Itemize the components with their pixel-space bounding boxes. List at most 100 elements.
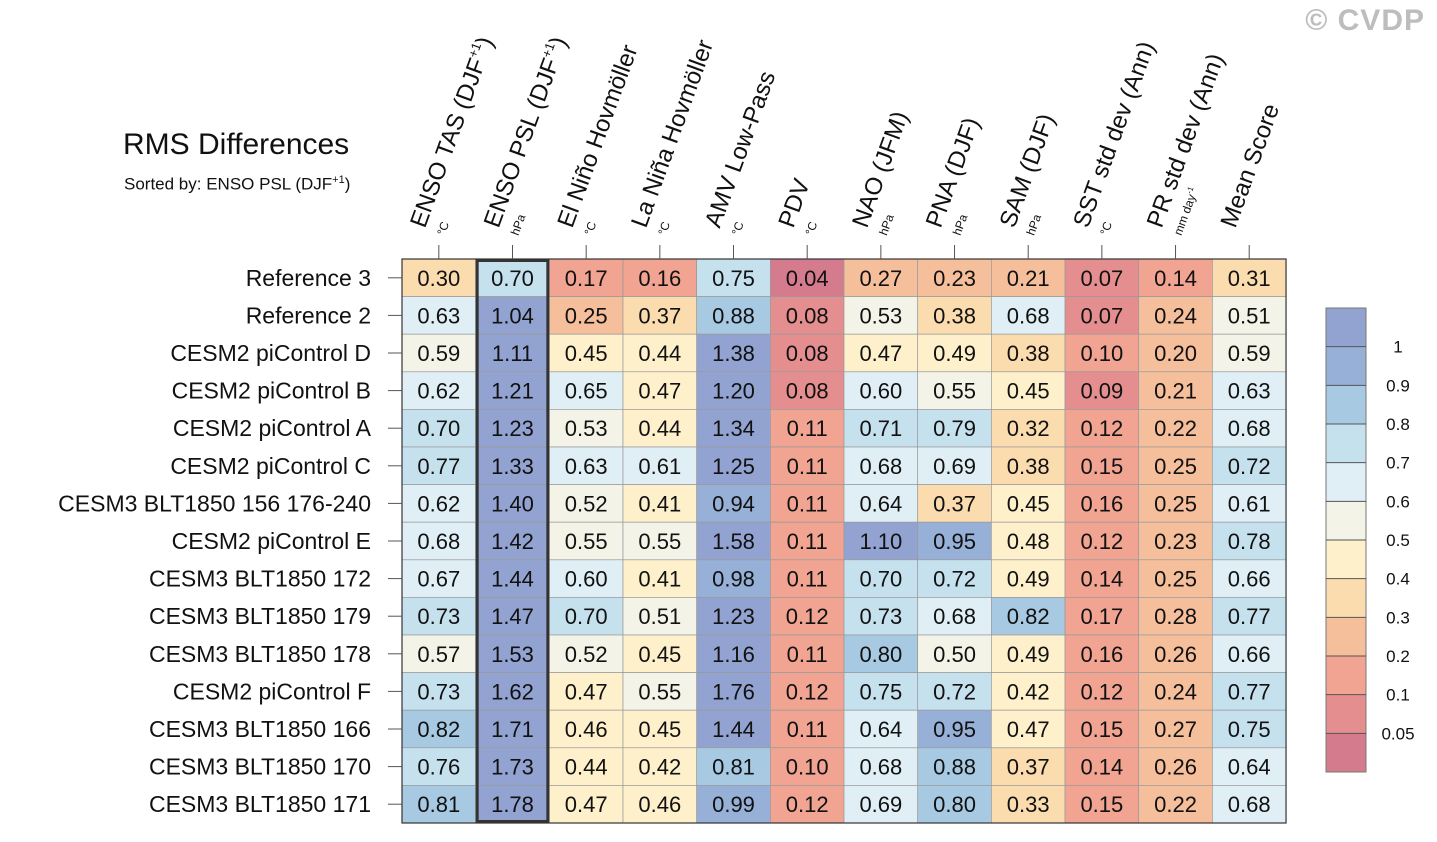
heatmap-cell [769,409,845,448]
heatmap-cell [769,296,845,335]
heatmap-cell [475,559,550,598]
cell-value-label: 0.25 [1154,491,1197,516]
column-name-sup: +1 [539,40,558,59]
cell-value-label: 0.76 [417,755,460,780]
colorbar-label: 0.8 [1386,415,1410,434]
column-name: Mean Score [1215,100,1285,231]
column-unit: hPa [1024,212,1045,237]
cell-value-label: 0.68 [933,604,976,629]
cell-value-label: 0.81 [417,792,460,817]
cell-value-label: 0.81 [712,755,755,780]
cell-value-label: 0.07 [1080,303,1123,328]
heatmap-cell [1138,409,1213,448]
heatmap-cell [917,672,992,711]
heatmap-cell [917,371,992,410]
heatmap-cell [622,672,698,711]
cell-value-label: 0.25 [1154,567,1197,592]
cell-value-label: 0.10 [1080,341,1123,366]
row-label: CESM3 BLT1850 179 [149,603,371,629]
row-label: CESM2 piControl A [173,415,372,441]
cell-value-label: 0.12 [786,679,829,704]
heatmap-cells: 0.30 0.70 0.17 0.16 0.75 0.04 0.27 0.23 0.21 0.07… [401,258,1287,824]
heatmap-cell [991,634,1066,673]
cell-value-label: 0.15 [1080,454,1123,479]
column-name-text: SST std dev (Ann) [1068,38,1160,231]
heatmap-cell [548,446,624,485]
heatmap-cell [991,296,1066,335]
cell-value-label: 0.65 [565,379,608,404]
cell-value-label: 0.88 [712,303,755,328]
cell-value-label: 0.46 [565,717,608,742]
heatmap-cell [1138,333,1213,373]
colorbar-label: 0.7 [1386,454,1410,473]
cell-value-label: 0.51 [1228,303,1271,328]
heatmap-cell [991,446,1066,485]
cell-value-label: 0.24 [1154,679,1197,704]
cell-value-label: 0.11 [787,717,828,742]
cell-value-label: 0.47 [565,792,608,817]
heatmap-cell [622,484,698,523]
column-unit: hPa [508,212,529,237]
heatmap-cell [401,258,477,297]
heatmap-cell [1212,634,1287,673]
cell-value-label: 0.11 [787,567,828,592]
colorbar-label: 0.9 [1386,376,1410,395]
heatmap-cell [696,333,771,373]
heatmap-cell [843,634,919,673]
heatmap-cell [622,709,698,749]
heatmap-cell [769,597,845,636]
column-name-text: ENSO TAS (DJF+1) [404,33,499,231]
cell-value-label: 1.23 [491,416,534,441]
cell-value-label: 0.11 [787,642,828,667]
colorbar-swatch [1326,578,1366,618]
cell-value-label: 0.55 [638,529,681,554]
cell-value-label: 0.38 [1007,454,1050,479]
heatmap-cell [548,672,624,711]
column-unit: °C [434,219,452,237]
cell-value-label: 0.51 [638,604,681,629]
cell-value-label: 0.73 [859,604,902,629]
cell-value-label: 0.27 [1154,717,1197,742]
cell-value-label: 0.22 [1154,792,1197,817]
cell-value-label: 0.79 [933,416,976,441]
cell-value-label: 0.08 [786,303,829,328]
heatmap-cell [1138,785,1213,824]
cell-value-label: 1.76 [712,679,755,704]
cell-value-label: 0.52 [565,642,608,667]
heatmap-cell [843,409,919,448]
cell-value-label: 0.70 [565,604,608,629]
column-name-text: NAO (JFM) [847,108,914,231]
heatmap-cell [475,634,550,673]
cell-value-label: 0.33 [1007,792,1050,817]
column-name-text: PNA (DJF) [921,114,986,231]
cell-value-label: 0.44 [638,416,681,441]
heatmap-cell [622,296,698,335]
column-unit: °C [1097,219,1115,237]
cell-value-label: 0.42 [1007,679,1050,704]
heatmap-cell [917,446,992,485]
heatmap-cell [769,371,845,410]
cell-value-label: 0.12 [1080,529,1123,554]
cell-value-label: 1.23 [712,604,755,629]
cell-value-label: 0.11 [787,416,828,441]
cell-value-label: 0.17 [1080,604,1123,629]
heatmap-cell [401,484,477,523]
cell-value-label: 0.49 [933,341,976,366]
cell-value-label: 1.53 [491,642,534,667]
heatmap-cell [622,258,698,297]
heatmap-cell [1064,521,1140,561]
cell-value-label: 1.42 [491,529,534,554]
heatmap-cell [991,785,1066,824]
colorbar-swatch [1326,308,1366,347]
cell-value-label: 0.12 [786,792,829,817]
cell-value-label: 0.14 [1154,266,1197,291]
cell-value-label: 0.49 [1007,567,1050,592]
cell-value-label: 0.20 [1154,341,1197,366]
colorbar-swatch [1326,385,1366,424]
cell-value-label: 0.14 [1080,567,1123,592]
cell-value-label: 0.45 [638,717,681,742]
heatmap-cell [1064,296,1140,335]
column-unit-text: °C [729,219,747,237]
heatmap-cell [843,296,919,335]
cell-value-label: 1.71 [491,717,534,742]
